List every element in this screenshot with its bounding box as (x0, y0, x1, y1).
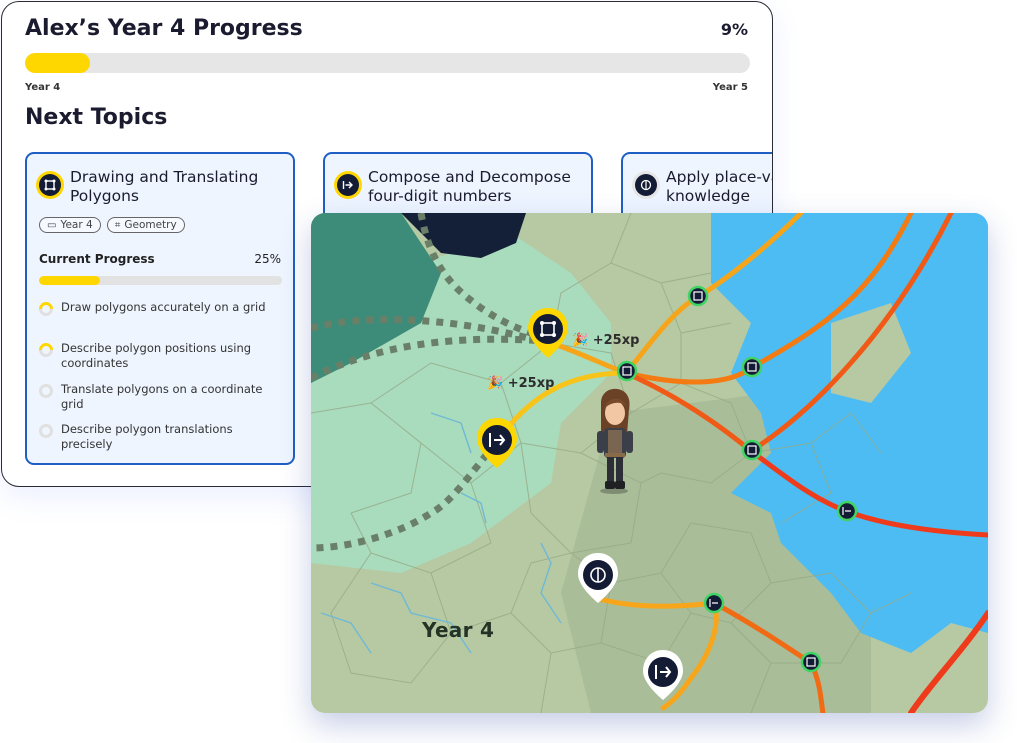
xp-reward-label: 🎉 +25xp (572, 333, 639, 348)
objective-item[interactable]: Translate polygons on a coordinate grid (39, 382, 284, 412)
topic-card-title: Compose and Decompose four-digit numbers (368, 168, 571, 205)
objective-item[interactable]: Draw polygons accurately on a grid (36, 299, 284, 319)
topic-node-icon (616, 285, 858, 673)
subject-tag: ⌗ Geometry (106, 217, 185, 233)
map-pin-place-value (578, 553, 618, 603)
xp-reward-label: 🎉 +25xp (487, 376, 554, 391)
map-pin-four-digit (477, 418, 517, 468)
map-pin-next (643, 650, 683, 700)
progress-ring-icon (36, 299, 56, 319)
topic-card-title: Drawing and Translating Polygons (70, 168, 259, 205)
year-progress-bar (25, 53, 750, 73)
year-tag-label: Year 4 (60, 219, 93, 231)
current-progress-label: Current Progress (39, 252, 155, 266)
progress-ring-icon (39, 424, 53, 438)
objective-text: Draw polygons accurately on a grid (61, 300, 266, 314)
progress-end-label: Year 5 (712, 82, 748, 93)
avatar-character (597, 388, 633, 494)
progress-start-label: Year 4 (25, 82, 61, 93)
learning-map[interactable]: 🎉 +25xp 🎉 +25xp Year 4 (311, 213, 988, 713)
subject-tag-label: Geometry (124, 219, 177, 231)
polygon-icon (39, 174, 61, 196)
topic-card-title: Apply place-value knowledge (666, 168, 772, 205)
progress-percent: 9% (720, 20, 748, 39)
topic-card-polygons[interactable]: Drawing and Translating Polygons ▭ Year … (25, 152, 295, 465)
objective-text: Describe polygon positions using coordin… (61, 341, 252, 370)
page-title: Alex’s Year 4 Progress (25, 16, 303, 41)
progress-ring-icon (39, 384, 53, 398)
year-progress-fill (25, 53, 91, 73)
xp-text: +25xp (507, 376, 555, 391)
party-popper-icon: 🎉 (487, 376, 504, 391)
objective-item[interactable]: Describe polygon positions using coordin… (36, 340, 284, 371)
topic-progress-fill (39, 276, 100, 285)
year-tag: ▭ Year 4 (39, 217, 101, 233)
polygon-icon: ⌗ (114, 219, 121, 231)
map-pin-polygons (528, 308, 568, 358)
map-canvas (311, 213, 988, 713)
current-progress-percent: 25% (254, 252, 281, 266)
progress-ring-icon (36, 340, 56, 360)
objective-item[interactable]: Describe polygon translations precisely (39, 422, 284, 452)
xp-text: +25xp (592, 333, 640, 348)
objective-text: Translate polygons on a coordinate grid (61, 382, 263, 411)
arrow-right-bar-icon (337, 174, 359, 196)
calendar-icon: ▭ (47, 219, 57, 231)
topic-progress-bar (39, 276, 282, 285)
party-popper-icon: 🎉 (572, 333, 589, 348)
next-topics-heading: Next Topics (25, 105, 168, 130)
map-region-label: Year 4 (422, 618, 495, 642)
brain-icon (635, 174, 657, 196)
objective-text: Describe polygon translations precisely (61, 422, 233, 451)
